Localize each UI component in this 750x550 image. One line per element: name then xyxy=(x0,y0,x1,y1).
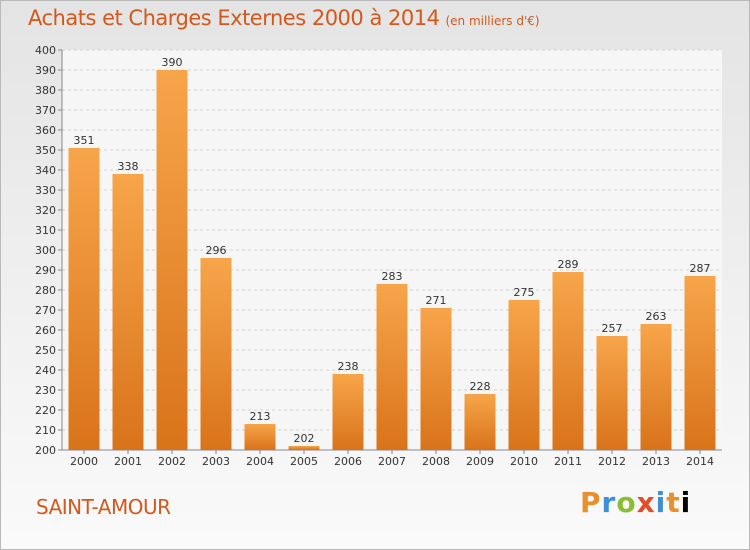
y-tick-label: 210 xyxy=(35,424,56,437)
x-tick-label: 2006 xyxy=(334,455,362,468)
y-tick-label: 360 xyxy=(35,124,56,137)
bar xyxy=(420,308,452,450)
x-tick-label: 2007 xyxy=(378,455,406,468)
y-tick-label: 330 xyxy=(35,184,56,197)
y-tick-label: 240 xyxy=(35,364,56,377)
logo-letter: i xyxy=(655,486,667,519)
bar-value-label: 296 xyxy=(206,244,227,257)
bar-value-label: 263 xyxy=(646,310,667,323)
y-tick-label: 310 xyxy=(35,224,56,237)
y-tick-label: 350 xyxy=(35,144,56,157)
x-tick-label: 2012 xyxy=(598,455,626,468)
x-tick-label: 2011 xyxy=(554,455,582,468)
y-tick-label: 230 xyxy=(35,384,56,397)
bar-value-label: 390 xyxy=(162,56,183,69)
bar xyxy=(112,174,144,450)
bar-value-label: 271 xyxy=(426,294,447,307)
chart-subtitle: (en milliers d'€) xyxy=(445,14,540,28)
bar-value-label: 351 xyxy=(74,134,95,147)
y-tick-label: 340 xyxy=(35,164,56,177)
x-tick-label: 2010 xyxy=(510,455,538,468)
bar-value-label: 257 xyxy=(602,322,623,335)
bar xyxy=(552,272,584,450)
bar-value-label: 287 xyxy=(690,262,711,275)
bar-value-label: 238 xyxy=(338,360,359,373)
y-tick-label: 220 xyxy=(35,404,56,417)
logo-letter: o xyxy=(616,486,637,519)
proxiti-logo: Proxiti xyxy=(580,486,691,519)
y-tick-label: 260 xyxy=(35,324,56,337)
y-tick-label: 370 xyxy=(35,104,56,117)
bar xyxy=(288,446,320,450)
bar xyxy=(156,70,188,450)
logo-letter: r xyxy=(601,486,617,519)
bar xyxy=(376,284,408,450)
x-tick-label: 2000 xyxy=(70,455,98,468)
x-tick-label: 2005 xyxy=(290,455,318,468)
y-tick-label: 320 xyxy=(35,204,56,217)
bar xyxy=(464,394,496,450)
bar xyxy=(332,374,364,450)
title-text: Achats et Charges Externes 2000 à 2014 xyxy=(28,6,440,30)
bar xyxy=(200,258,232,450)
bar-value-label: 289 xyxy=(558,258,579,271)
bar xyxy=(508,300,540,450)
y-tick-label: 400 xyxy=(35,44,56,57)
x-tick-label: 2013 xyxy=(642,455,670,468)
y-tick-label: 390 xyxy=(35,64,56,77)
bar-value-label: 275 xyxy=(514,286,535,299)
x-tick-label: 2002 xyxy=(158,455,186,468)
bar xyxy=(640,324,672,450)
y-tick-label: 270 xyxy=(35,304,56,317)
y-tick-label: 250 xyxy=(35,344,56,357)
bar-value-label: 228 xyxy=(470,380,491,393)
logo-letter: x xyxy=(636,486,656,519)
x-tick-label: 2001 xyxy=(114,455,142,468)
x-tick-label: 2014 xyxy=(686,455,714,468)
bar xyxy=(684,276,716,450)
logo-letter: i xyxy=(680,486,692,519)
location-label: SAINT-AMOUR xyxy=(36,495,171,519)
y-tick-label: 200 xyxy=(35,444,56,457)
logo-letter: t xyxy=(666,486,681,519)
x-tick-label: 2004 xyxy=(246,455,274,468)
chart-title: Achats et Charges Externes 2000 à 2014 (e… xyxy=(28,6,540,30)
bar-value-label: 213 xyxy=(250,410,271,423)
x-tick-label: 2003 xyxy=(202,455,230,468)
bar-value-label: 338 xyxy=(118,160,139,173)
y-tick-label: 300 xyxy=(35,244,56,257)
y-tick-label: 380 xyxy=(35,84,56,97)
y-tick-label: 290 xyxy=(35,264,56,277)
bar-value-label: 283 xyxy=(382,270,403,283)
bar-value-label: 202 xyxy=(294,432,315,445)
bar xyxy=(596,336,628,450)
logo-letter: P xyxy=(580,486,602,519)
x-tick-label: 2009 xyxy=(466,455,494,468)
x-tick-label: 2008 xyxy=(422,455,450,468)
bar xyxy=(244,424,276,450)
y-tick-label: 280 xyxy=(35,284,56,297)
bar xyxy=(68,148,100,450)
